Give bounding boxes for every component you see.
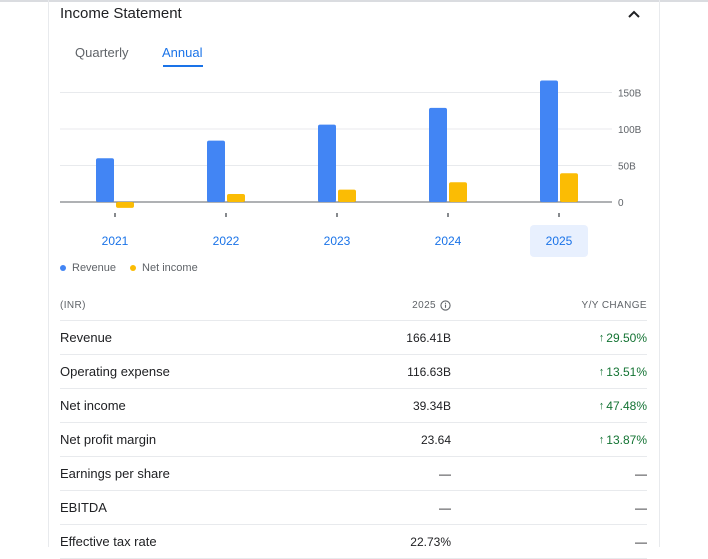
legend-label-net-income: Net income [142, 262, 198, 274]
arrow-up-icon: ↑ [598, 434, 605, 446]
x-tick-label-2023[interactable]: 2023 [324, 234, 351, 248]
top-divider [0, 0, 708, 2]
row-change: ↑ 47.48% [599, 399, 647, 413]
row-label: EBITDA [60, 500, 107, 515]
chart-legend: Revenue Net income [60, 262, 198, 274]
table-header: (INR) 2025 Y/Y CHANGE [60, 288, 647, 321]
table-row: EBITDA — — [60, 491, 647, 525]
bar-revenue-2023[interactable] [318, 124, 336, 202]
legend-dot-revenue [60, 265, 66, 271]
row-label: Net income [60, 398, 126, 413]
y-tick-label: 0 [618, 198, 624, 209]
row-change-value: 13.51% [606, 365, 647, 379]
table-row: Net income 39.34B ↑ 47.48% [60, 389, 647, 423]
row-value: 23.64 [420, 433, 451, 447]
legend-label-revenue: Revenue [72, 262, 117, 274]
row-change-value: — [635, 501, 647, 515]
y-tick-label: 100B [618, 125, 642, 136]
bar-revenue-2022[interactable] [207, 140, 225, 202]
row-label: Operating expense [60, 364, 170, 379]
row-value: 116.63B [407, 365, 451, 379]
row-change-value: 13.87% [606, 433, 647, 447]
selected-year-highlight [530, 225, 588, 257]
row-value: 22.73% [410, 535, 451, 549]
income-statement-card [48, 0, 660, 547]
row-change: ↑ 13.51% [599, 365, 647, 379]
income-chart: 150B 100B 50B 0 2021 2022 2023 2024 2025 [60, 80, 642, 257]
table-row: Earnings per share — — [60, 457, 647, 491]
table-row: Revenue 166.41B ↑ 29.50% [60, 321, 647, 355]
table-row: Net profit margin 23.64 ↑ 13.87% [60, 423, 647, 457]
bar-net-income-2021[interactable] [116, 202, 134, 208]
row-change-value: 47.48% [606, 399, 647, 413]
header-change: Y/Y CHANGE [581, 300, 647, 311]
x-tick-label-2022[interactable]: 2022 [213, 234, 240, 248]
tab-annual[interactable]: Annual [162, 45, 203, 60]
bar-revenue-2021[interactable] [96, 158, 114, 202]
row-change-value: — [635, 467, 647, 481]
row-value: — [439, 501, 451, 515]
legend-item-revenue: Revenue [60, 262, 116, 274]
info-icon[interactable] [440, 300, 451, 311]
tab-quarterly[interactable]: Quarterly [75, 45, 129, 60]
x-tick-label-2021[interactable]: 2021 [102, 234, 129, 248]
bar-net-income-2022[interactable] [227, 193, 245, 202]
row-change: ↑ 13.87% [599, 433, 647, 447]
header-year: 2025 [412, 300, 451, 311]
row-label: Net profit margin [60, 432, 157, 447]
row-change: — [635, 535, 647, 549]
section-title: Income Statement [60, 5, 182, 22]
bar-net-income-2025[interactable] [560, 173, 578, 202]
row-label: Revenue [60, 330, 113, 345]
row-change: — [635, 467, 647, 481]
x-tick-label-2025[interactable]: 2025 [546, 234, 573, 248]
income-table: (INR) 2025 Y/Y CHANGE Revenue 166.41B ↑ 29.… [60, 288, 647, 559]
row-change-value: 29.50% [606, 331, 647, 345]
row-label: Effective tax rate [60, 534, 157, 549]
row-value: — [439, 467, 451, 481]
table-row: Operating expense 116.63B ↑ 13.51% [60, 355, 647, 389]
row-label: Earnings per share [60, 466, 170, 481]
row-value: 39.34B [412, 399, 451, 413]
row-value: 166.41B [406, 331, 451, 345]
table-body: Revenue 166.41B ↑ 29.50% Operating expense 11… [60, 321, 647, 559]
bar-net-income-2023[interactable] [338, 189, 356, 202]
chevron-up-icon[interactable] [626, 6, 642, 22]
tab-active-indicator [163, 65, 203, 67]
header-currency: (INR) [60, 300, 86, 311]
arrow-up-icon: ↑ [598, 366, 605, 378]
row-change: — [635, 501, 647, 515]
y-tick-label: 150B [618, 89, 642, 100]
table-row: Effective tax rate 22.73% — [60, 525, 647, 559]
arrow-up-icon: ↑ [598, 332, 605, 344]
row-change-value: — [635, 535, 647, 549]
row-change: ↑ 29.50% [599, 331, 647, 345]
arrow-up-icon: ↑ [598, 400, 605, 412]
legend-item-net-income: Net income [130, 262, 198, 274]
bar-net-income-2024[interactable] [449, 182, 467, 202]
legend-dot-net-income [130, 265, 137, 271]
header-year-label: 2025 [412, 300, 436, 311]
bar-revenue-2024[interactable] [429, 107, 447, 202]
y-tick-label: 50B [618, 162, 636, 173]
x-tick-label-2024[interactable]: 2024 [435, 234, 462, 248]
bar-revenue-2025[interactable] [540, 80, 558, 202]
